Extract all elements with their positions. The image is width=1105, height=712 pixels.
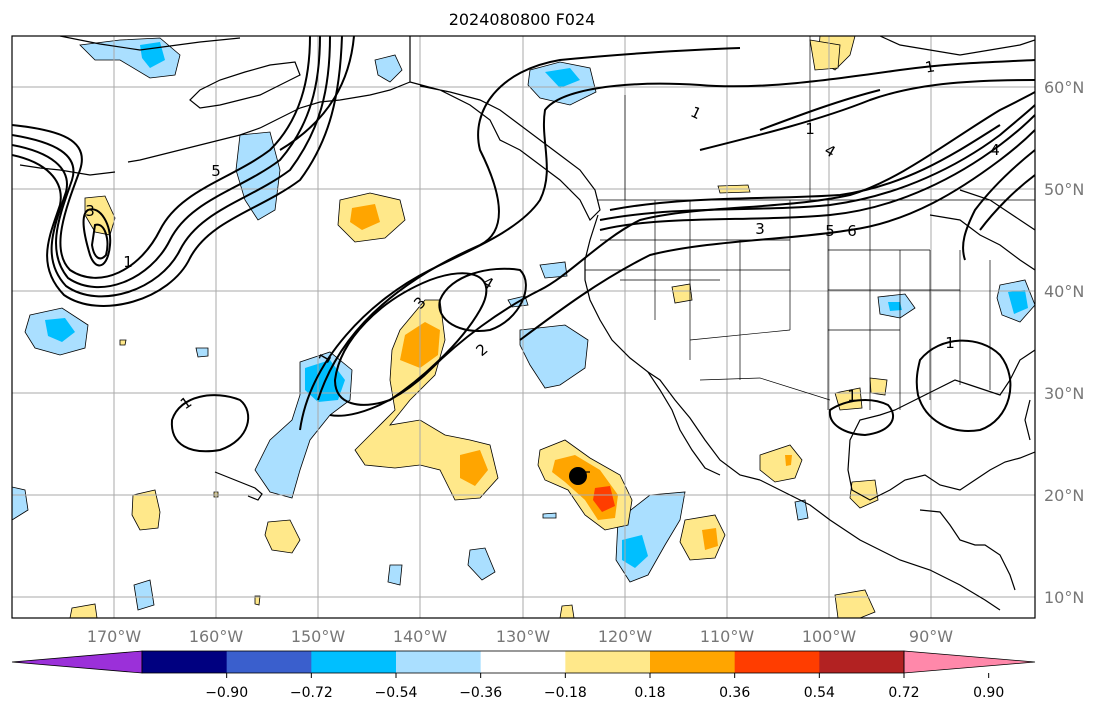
- colorbar-bin: [734, 651, 820, 673]
- lon-label: 170°W: [87, 627, 142, 646]
- colorbar-extend-high: [903, 650, 1036, 674]
- lat-label: 30°N: [1044, 384, 1084, 403]
- colorbar-tick-label: −0.54: [375, 685, 418, 701]
- colorbar-bin: [226, 651, 312, 673]
- colorbar-tick-label: −0.90: [205, 685, 248, 701]
- contour-label: 1: [805, 120, 815, 138]
- contour-label: 1: [924, 57, 937, 76]
- lon-label: 110°W: [700, 627, 755, 646]
- colorbar-bin: [142, 651, 228, 673]
- colorbar-tick-label: −0.72: [290, 685, 333, 701]
- colorbar: −0.90 −0.72 −0.54 −0.36 −0.18 0.18 0.36 0.54 0.7…: [11, 650, 1036, 701]
- lat-label: 40°N: [1044, 282, 1084, 301]
- contour-label: 3: [755, 220, 765, 238]
- colorbar-extend-low: [11, 650, 143, 674]
- contour-label: 1: [945, 334, 955, 352]
- map-title: 2024080800 F024: [449, 10, 596, 29]
- graticule: [12, 36, 1035, 618]
- contour-label: 3: [85, 202, 95, 220]
- lon-label: 90°W: [909, 627, 953, 646]
- colorbar-tick-label: 0.90: [973, 685, 1004, 701]
- lat-label: 50°N: [1044, 180, 1084, 199]
- map-panel: 5 1 1 3 4 2 1 1 1 3 5 6 1 1 4 4 3 1: [12, 36, 1035, 618]
- colorbar-frame: [141, 650, 905, 674]
- lat-label: 20°N: [1044, 486, 1084, 505]
- lon-label: 150°W: [291, 627, 346, 646]
- contour-label: 6: [847, 222, 857, 240]
- storm-center-dot: [569, 467, 587, 485]
- colorbar-bin: [650, 651, 736, 673]
- contour-label: 1: [847, 387, 857, 405]
- colorbar-bin: [311, 651, 397, 673]
- shaded-fields: [12, 36, 1035, 618]
- colorbar-bin: [565, 651, 651, 673]
- colorbar-tick-label: 0.72: [888, 685, 919, 701]
- lon-label: 100°W: [802, 627, 857, 646]
- colorbar-tick-label: 0.36: [719, 685, 750, 701]
- contour-label: 5: [825, 222, 835, 240]
- colorbar-tick-label: −0.36: [459, 685, 502, 701]
- colorbar-bin: [396, 651, 482, 673]
- lon-label: 160°W: [189, 627, 244, 646]
- colorbar-bin: [819, 651, 905, 673]
- map-frame: [11, 35, 1036, 619]
- contour-label: 1: [123, 253, 133, 271]
- latitude-labels: 10°N 20°N 30°N 40°N 50°N 60°N: [1044, 78, 1084, 607]
- colorbar-tick-label: −0.18: [544, 685, 587, 701]
- colorbar-bin: [480, 651, 566, 673]
- contour-label: 5: [211, 162, 221, 180]
- lat-label: 60°N: [1044, 78, 1084, 97]
- lon-label: 120°W: [598, 627, 653, 646]
- lon-label: 130°W: [496, 627, 551, 646]
- contours: [12, 36, 1035, 453]
- longitude-labels: 170°W 160°W 150°W 140°W 130°W 120°W 110°…: [87, 627, 953, 646]
- lat-label: 10°N: [1044, 588, 1084, 607]
- colorbar-tick-label: 0.54: [804, 685, 835, 701]
- colorbar-tick-label: 0.18: [634, 685, 665, 701]
- lon-label: 140°W: [393, 627, 448, 646]
- contour-label: 4: [990, 141, 1000, 159]
